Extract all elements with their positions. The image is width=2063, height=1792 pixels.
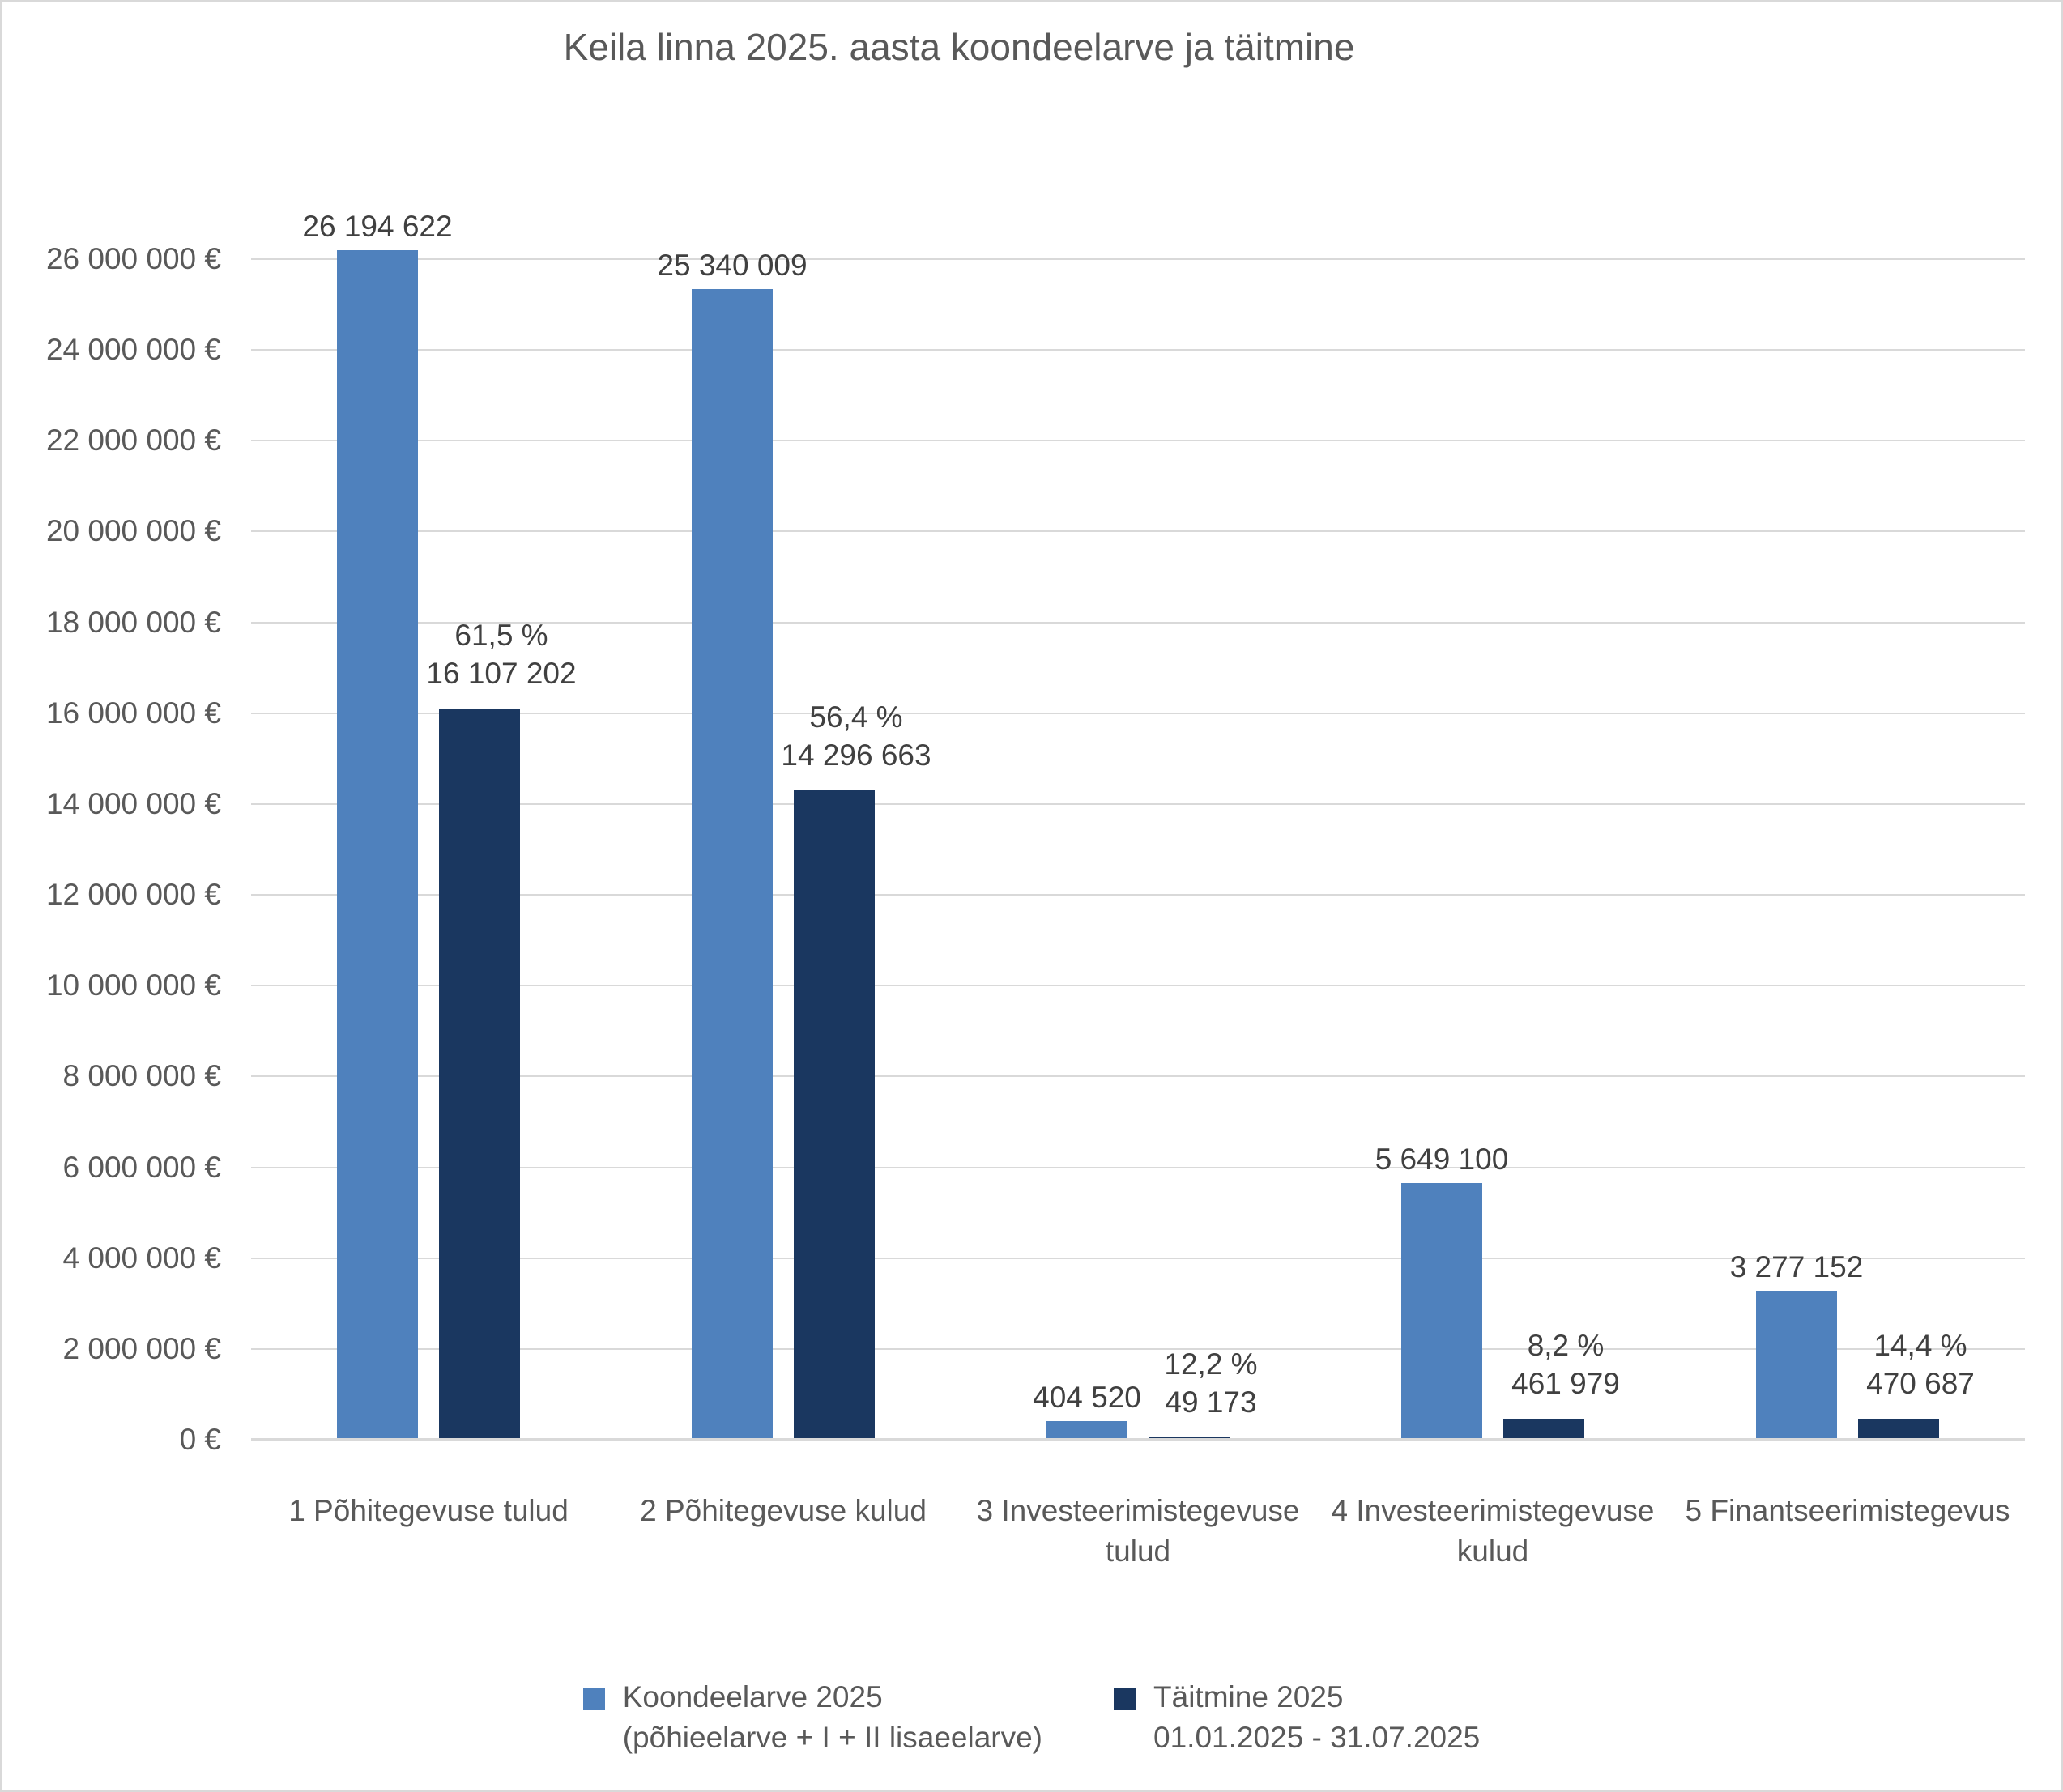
data-label-series1-cat4: 5 649 100: [1375, 1143, 1509, 1177]
percent-label: 12,2 %: [1164, 1347, 1258, 1381]
data-label-series1-cat5: 3 277 152: [1729, 1250, 1864, 1284]
x-axis-category-label: 4 Investeerimistegevuse kulud: [1331, 1494, 1655, 1568]
gridline: [251, 1257, 2025, 1259]
value-label: 49 173: [1165, 1386, 1257, 1419]
value-label: 16 107 202: [426, 657, 577, 690]
y-axis-tick-label: 24 000 000 €: [45, 333, 221, 367]
gridline: [251, 349, 2025, 351]
gridline: [251, 894, 2025, 896]
chart-title: Keila linna 2025. aasta koondeelarve ja …: [563, 26, 1355, 68]
gridline: [251, 985, 2025, 987]
y-axis-tick-label: 6 000 000 €: [62, 1150, 221, 1184]
percent-label: 56,4 %: [809, 700, 903, 734]
value-label: 14 296 663: [781, 739, 931, 772]
gridline: [251, 802, 2025, 805]
gridline: [251, 1166, 2025, 1168]
data-label-series2-cat3: 12,2 % 49 173: [1008, 1345, 1413, 1421]
gridline: [251, 530, 2025, 533]
bar-series2-cat2: [794, 790, 875, 1440]
legend-swatch-icon: [582, 1688, 605, 1710]
gridline: [251, 1347, 2025, 1350]
gridline: [251, 1075, 2025, 1078]
bar-series2-cat4: [1503, 1419, 1584, 1440]
gridline: [251, 258, 2025, 260]
x-axis-category-label: 2 Põhitegevuse kulud: [640, 1494, 927, 1527]
legend-label-line: Täitmine 2025: [1153, 1680, 1344, 1713]
y-axis-tick-label: 10 000 000 €: [45, 968, 221, 1002]
bar-series2-cat5: [1858, 1419, 1939, 1440]
y-axis-tick-label: 4 000 000 €: [62, 1241, 221, 1275]
data-label-series2-cat1: 61,5 % 16 107 202: [299, 616, 704, 692]
x-axis-category-label: 5 Finantseerimistegevus: [1685, 1494, 2010, 1527]
legend-label: Täitmine 2025 01.01.2025 - 31.07.2025: [1153, 1677, 1480, 1758]
y-axis-tick-label: 20 000 000 €: [45, 514, 221, 548]
y-axis-tick-label: 22 000 000 €: [45, 424, 221, 458]
bar-series1-cat1: [337, 250, 418, 1440]
data-label-series1-cat2: 25 340 009: [657, 249, 808, 282]
legend: Koondeelarve 2025 (põhieelarve + I + II l…: [2, 1677, 2061, 1758]
data-label-series2-cat5: 14,4 % 470 687: [1718, 1326, 2061, 1403]
legend-swatch-icon: [1114, 1688, 1136, 1710]
y-axis-tick-label: 12 000 000 €: [45, 878, 221, 912]
x-axis-category-label: 3 Investeerimistegevuse tulud: [976, 1494, 1300, 1568]
percent-label: 8,2 %: [1527, 1329, 1605, 1362]
x-axis-line: [251, 1438, 2025, 1441]
bar-series1-cat4: [1401, 1183, 1482, 1440]
gridline: [251, 712, 2025, 714]
legend-item-series1: Koondeelarve 2025 (põhieelarve + I + II l…: [582, 1677, 1042, 1758]
bar-series1-cat5: [1756, 1291, 1837, 1440]
bar-series1-cat2: [692, 289, 773, 1440]
data-label-series1-cat1: 26 194 622: [302, 210, 453, 244]
y-axis-tick-label: 16 000 000 €: [45, 696, 221, 730]
percent-label: 61,5 %: [454, 619, 548, 652]
bar-series1-cat3: [1046, 1421, 1127, 1440]
x-axis-category-label: 1 Põhitegevuse tulud: [288, 1494, 569, 1527]
data-label-series2-cat4: 8,2 % 461 979: [1363, 1326, 1768, 1403]
legend-item-series2: Täitmine 2025 01.01.2025 - 31.07.2025: [1114, 1677, 1480, 1758]
legend-label: Koondeelarve 2025 (põhieelarve + I + II l…: [623, 1677, 1042, 1758]
gridline: [251, 621, 2025, 624]
legend-label-line: Koondeelarve 2025: [622, 1680, 883, 1713]
value-label: 461 979: [1511, 1367, 1620, 1400]
legend-label-line: (põhieelarve + I + II lisaeelarve): [622, 1721, 1043, 1754]
gridline: [251, 440, 2025, 442]
bar-series2-cat1: [439, 709, 520, 1440]
y-axis-tick-label: 26 000 000 €: [45, 242, 221, 275]
y-axis-tick-label: 8 000 000 €: [62, 1059, 221, 1093]
legend-label-line: 01.01.2025 - 31.07.2025: [1153, 1721, 1481, 1754]
data-label-series1-cat3: 404 520: [1033, 1381, 1141, 1415]
y-axis-tick-label: 2 000 000 €: [62, 1331, 221, 1365]
value-label: 470 687: [1866, 1367, 1975, 1400]
y-axis-tick-label: 18 000 000 €: [45, 605, 221, 639]
y-axis-tick-label: 14 000 000 €: [45, 786, 221, 820]
y-axis-tick-label: 0 €: [179, 1423, 221, 1456]
percent-label: 14,4 %: [1873, 1329, 1967, 1362]
data-label-series2-cat2: 56,4 % 14 296 663: [654, 698, 1059, 774]
